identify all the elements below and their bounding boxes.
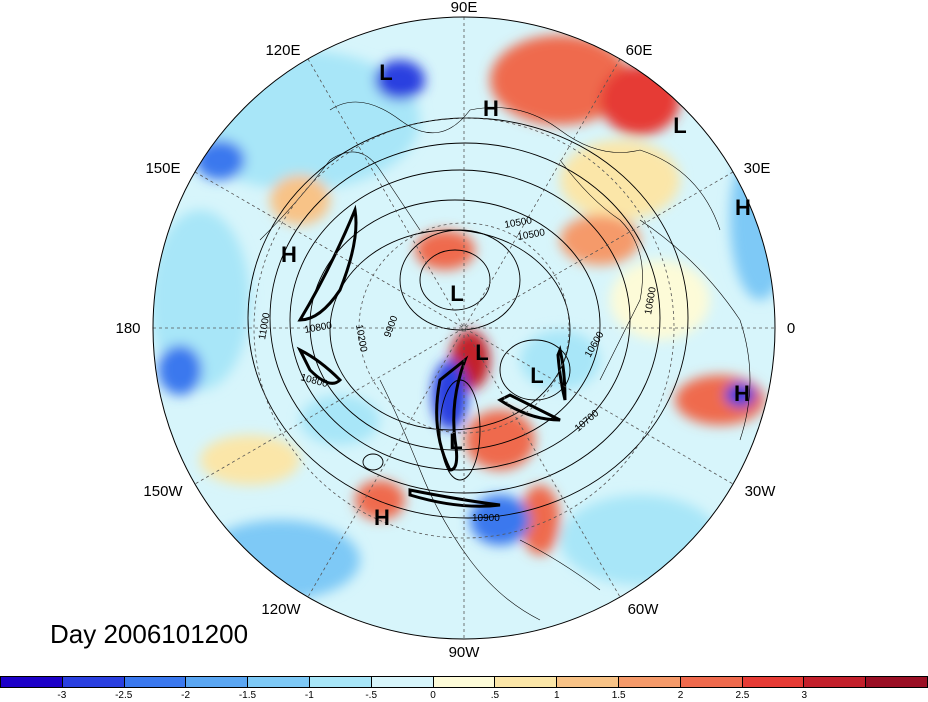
colorbar-segment — [618, 676, 681, 688]
colorbar-tick-label: 2.5 — [735, 690, 750, 701]
pressure-center-label: L — [450, 281, 463, 306]
pressure-center-label: H — [281, 242, 297, 267]
colorbar-segment — [371, 676, 434, 688]
height-contours — [247, 117, 689, 519]
colorbar-tick-label: 2 — [677, 690, 684, 701]
lon-label-150e: 150E — [145, 160, 180, 177]
colorbar-segment — [186, 676, 249, 688]
contour-label: 10600 — [643, 286, 659, 316]
pressure-center-label: H — [374, 505, 390, 530]
lon-label-150w: 150W — [143, 483, 183, 500]
pressure-center-label: L — [673, 113, 686, 138]
colorbar-labels: -3 -2.5 -2 -1.5 -1 -.5 0 .5 1 1.5 2 2.5 3 — [0, 690, 928, 702]
anomaly-field — [153, 17, 775, 639]
lon-label-60e: 60E — [626, 42, 653, 59]
map-title: Day 2006101200 — [50, 619, 249, 649]
colorbar-segment — [248, 676, 310, 688]
colorbar-segment — [62, 676, 125, 688]
lon-label-90w: 90W — [449, 644, 481, 661]
lon-label-180: 180 — [115, 320, 140, 337]
colorbar-tick-label: .5 — [490, 690, 500, 701]
grid-lines — [153, 17, 775, 639]
pressure-center-label: L — [475, 340, 488, 365]
pressure-center-label: H — [483, 96, 499, 121]
colorbar-tick-label: 3 — [801, 690, 808, 701]
coastlines — [259, 101, 751, 621]
colorbar-tick-label: 1.5 — [611, 690, 626, 701]
colorbar-tick-label: -.5 — [365, 690, 378, 701]
pressure-centers: L H L H H L L L H L H — [281, 60, 751, 530]
colorbar — [0, 676, 928, 689]
colorbar-segment — [557, 676, 619, 688]
colorbar-segment — [0, 676, 63, 688]
colorbar-tick-label: -1.5 — [238, 690, 257, 701]
colorbar-segment — [495, 676, 558, 688]
colorbar-segment — [866, 676, 928, 688]
colorbar-segment — [309, 676, 372, 688]
colorbar-tick-label: -3 — [57, 690, 67, 701]
pressure-center-label: H — [735, 195, 751, 220]
colorbar-segment — [680, 676, 743, 688]
colorbar-segment — [742, 676, 805, 688]
contour-label: 10200 — [353, 324, 369, 354]
map-boundary — [152, 16, 776, 640]
pressure-center-label: L — [530, 363, 543, 388]
lon-label-30w: 30W — [745, 483, 777, 500]
colorbar-segment — [124, 676, 187, 688]
colorbar-tick-label: -2 — [181, 690, 191, 701]
lon-label-0: 0 — [787, 320, 795, 337]
lon-label-120w: 120W — [261, 601, 301, 618]
contour-label: 10800 — [304, 320, 334, 336]
colorbar-segment — [433, 676, 496, 688]
lon-label-120e: 120E — [265, 42, 300, 59]
contour-label: 10500 — [517, 227, 547, 243]
pressure-center-label: L — [449, 429, 462, 454]
pressure-center-label: L — [379, 60, 392, 85]
lon-label-30e: 30E — [744, 160, 771, 177]
contour-label: 10500 — [504, 215, 534, 231]
contour-label: 11000 — [257, 312, 273, 341]
colorbar-tick-label: -1 — [304, 690, 314, 701]
colorbar-tick-label: 1 — [554, 690, 560, 701]
contour-label: 10900 — [472, 513, 500, 524]
lon-label-60w: 60W — [628, 601, 660, 618]
colorbar-tick-label: 0 — [430, 690, 436, 701]
colorbar-tick-label: -2.5 — [115, 690, 133, 701]
pressure-center-label: H — [734, 381, 750, 406]
polar-stereographic-map: 90E 120E 60E 150E 30E 180 0 150W 30W 120… — [115, 0, 795, 661]
lon-label-90e: 90E — [451, 0, 478, 16]
colorbar-segment — [804, 676, 867, 688]
